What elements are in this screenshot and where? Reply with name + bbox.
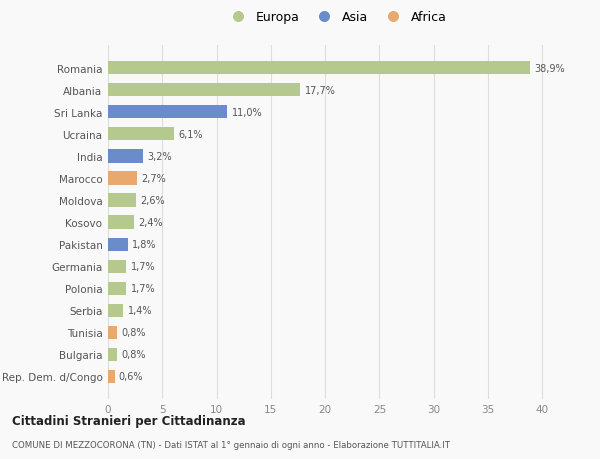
Bar	[108, 106, 227, 119]
Bar	[108, 62, 530, 75]
Text: 1,8%: 1,8%	[132, 240, 157, 250]
Text: 6,1%: 6,1%	[179, 129, 203, 140]
Text: 1,7%: 1,7%	[131, 284, 155, 294]
Text: 0,6%: 0,6%	[119, 372, 143, 381]
Bar	[108, 172, 137, 185]
Text: COMUNE DI MEZZOCORONA (TN) - Dati ISTAT al 1° gennaio di ogni anno - Elaborazion: COMUNE DI MEZZOCORONA (TN) - Dati ISTAT …	[12, 441, 450, 449]
Text: 2,7%: 2,7%	[142, 174, 166, 184]
Text: 3,2%: 3,2%	[147, 151, 172, 162]
Legend: Europa, Asia, Africa: Europa, Asia, Africa	[221, 6, 452, 29]
Bar	[108, 304, 123, 317]
Bar	[108, 326, 116, 339]
Text: 2,6%: 2,6%	[140, 196, 165, 206]
Bar	[108, 194, 136, 207]
Text: 1,7%: 1,7%	[131, 262, 155, 272]
Bar	[108, 84, 300, 97]
Bar	[108, 128, 174, 141]
Text: Cittadini Stranieri per Cittadinanza: Cittadini Stranieri per Cittadinanza	[12, 414, 245, 428]
Text: 17,7%: 17,7%	[305, 85, 335, 95]
Text: 0,8%: 0,8%	[121, 328, 146, 338]
Text: 1,4%: 1,4%	[128, 306, 152, 316]
Text: 0,8%: 0,8%	[121, 350, 146, 360]
Bar	[108, 370, 115, 383]
Text: 11,0%: 11,0%	[232, 107, 262, 118]
Bar	[108, 260, 127, 273]
Bar	[108, 150, 143, 163]
Bar	[108, 348, 116, 361]
Text: 38,9%: 38,9%	[535, 64, 565, 73]
Bar	[108, 216, 134, 229]
Bar	[108, 282, 127, 295]
Text: 2,4%: 2,4%	[139, 218, 163, 228]
Bar	[108, 238, 128, 251]
